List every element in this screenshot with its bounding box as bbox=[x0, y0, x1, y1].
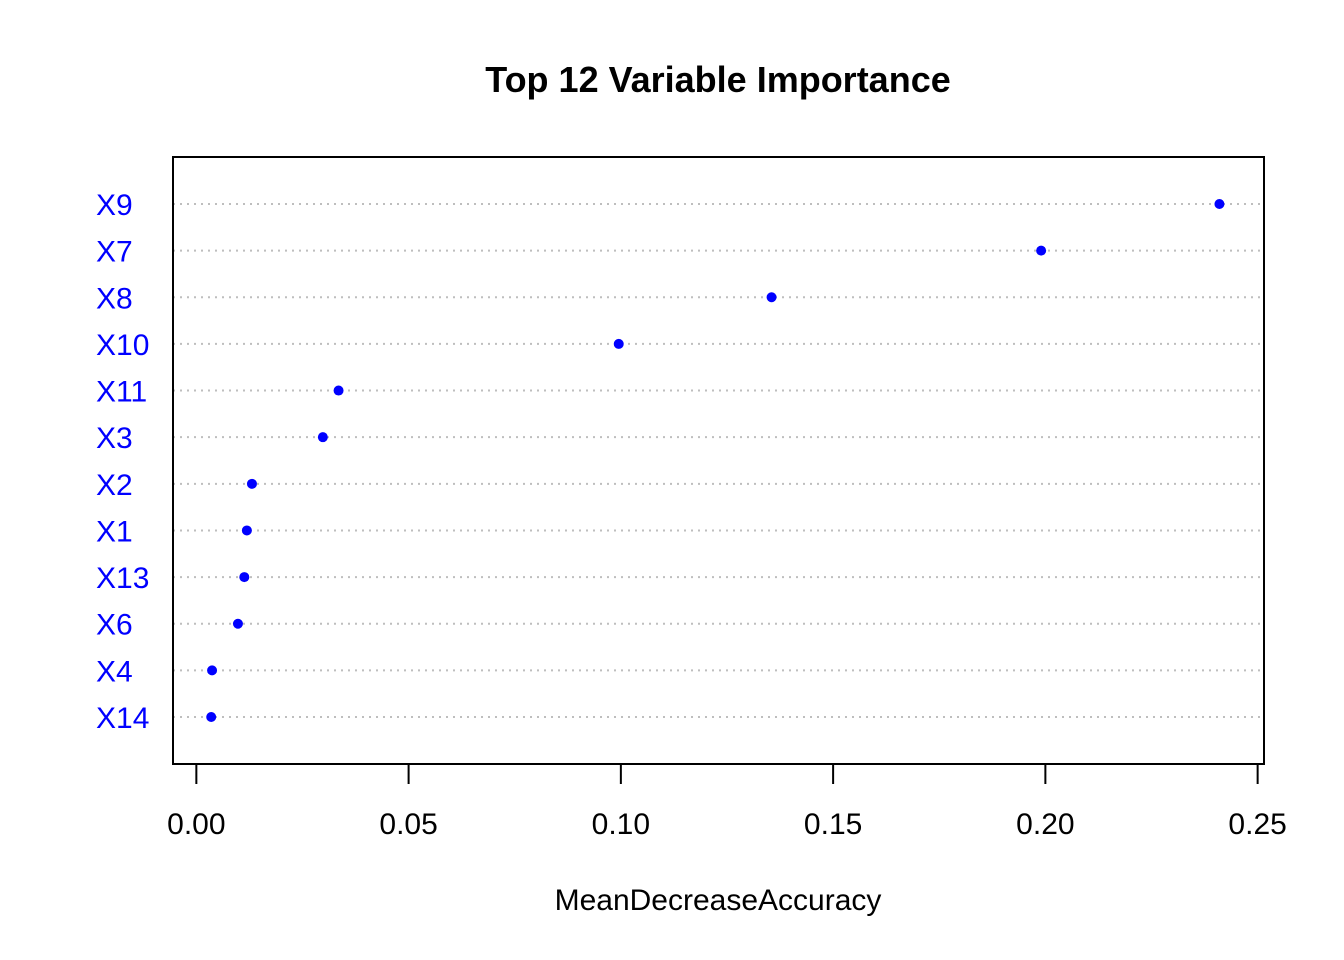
category-label-x4: X4 bbox=[96, 655, 133, 688]
category-label-x7: X7 bbox=[96, 236, 133, 269]
data-point-x9 bbox=[1214, 199, 1225, 209]
category-labels: X9 X7 X8 X10 X11 X3 X2 X1 X13 X6 X4 X14 bbox=[96, 189, 149, 735]
data-point-x3 bbox=[317, 432, 328, 443]
data-point-x1 bbox=[241, 525, 252, 536]
data-point-x11 bbox=[333, 385, 344, 396]
data-point-x4 bbox=[207, 665, 218, 676]
data-point-x8 bbox=[766, 292, 777, 303]
category-label-x9: X9 bbox=[96, 189, 133, 222]
category-label-x2: X2 bbox=[96, 469, 133, 502]
category-label-x6: X6 bbox=[96, 609, 133, 642]
category-label-x11: X11 bbox=[96, 376, 147, 409]
x-tick-label: 0.15 bbox=[804, 808, 862, 841]
category-label-x1: X1 bbox=[96, 515, 133, 548]
category-label-x13: X13 bbox=[96, 562, 149, 595]
category-label-x8: X8 bbox=[96, 282, 133, 315]
x-tick-label: 0.05 bbox=[379, 808, 437, 841]
x-axis: 0.00 0.05 0.10 0.15 0.20 0.25 bbox=[167, 763, 1287, 841]
data-point-x13 bbox=[239, 572, 250, 583]
data-point-x14 bbox=[206, 712, 217, 722]
category-label-x14: X14 bbox=[96, 702, 149, 735]
data-point-x6 bbox=[232, 618, 243, 629]
x-tick-label: 0.10 bbox=[592, 808, 650, 841]
x-axis-label: MeanDecreaseAccuracy bbox=[555, 884, 882, 917]
category-label-x3: X3 bbox=[96, 422, 133, 455]
x-tick-label: 0.20 bbox=[1016, 808, 1074, 841]
data-points bbox=[206, 199, 1225, 722]
category-label-x10: X10 bbox=[96, 329, 149, 362]
guide-lines bbox=[173, 203, 1264, 718]
x-tick-label: 0.25 bbox=[1228, 808, 1286, 841]
data-point-x7 bbox=[1036, 245, 1047, 256]
x-tick-label: 0.00 bbox=[167, 808, 225, 841]
plot-frame bbox=[172, 156, 1265, 765]
data-point-x2 bbox=[246, 478, 257, 489]
data-point-x10 bbox=[613, 338, 624, 349]
chart-title: Top 12 Variable Importance bbox=[485, 59, 951, 100]
